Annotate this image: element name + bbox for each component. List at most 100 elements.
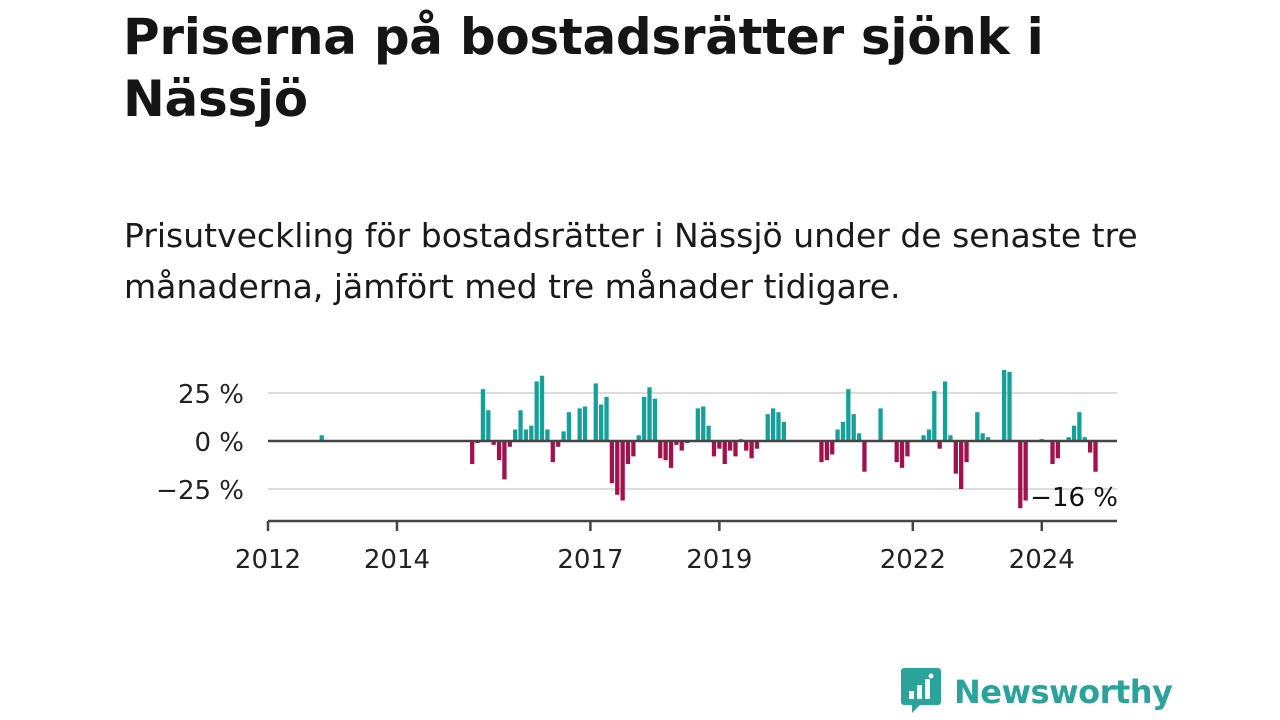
bar <box>566 412 572 441</box>
bar <box>840 421 846 441</box>
bar <box>647 387 652 441</box>
bar <box>856 433 862 441</box>
bar <box>620 441 625 501</box>
bar <box>609 441 615 484</box>
bar <box>523 429 529 441</box>
bar <box>658 441 663 459</box>
x-tick-label: 2024 <box>1009 545 1075 575</box>
bar <box>926 429 932 441</box>
bar <box>770 408 776 441</box>
bar <box>819 441 824 463</box>
bar <box>706 425 711 441</box>
newsworthy-brand[interactable]: Newsworthy <box>900 666 1173 718</box>
y-tick-label: −25 % <box>156 476 244 506</box>
bar <box>507 441 512 447</box>
bar <box>1007 371 1012 441</box>
bar <box>663 441 668 461</box>
bar <box>502 441 507 480</box>
bar <box>636 435 641 441</box>
bar <box>937 441 942 449</box>
x-axis: 2012 2014 2017 2019 2022 2024 <box>235 519 1117 575</box>
bar <box>851 414 856 441</box>
bar <box>470 441 475 465</box>
bar <box>1066 437 1071 441</box>
bar <box>959 441 964 489</box>
x-tick-label: 2022 <box>880 545 946 575</box>
bar <box>932 391 937 441</box>
bar <box>577 408 582 441</box>
bar <box>631 441 636 457</box>
bar <box>480 389 486 441</box>
bar <box>491 441 496 445</box>
y-tick-label: 25 % <box>178 380 244 410</box>
x-tick-label: 2019 <box>686 545 752 575</box>
bar <box>652 398 658 441</box>
bar <box>701 406 706 441</box>
bar <box>561 431 566 441</box>
bar <box>964 441 969 463</box>
bar <box>1055 441 1061 459</box>
bar <box>599 404 604 441</box>
bar <box>674 441 679 445</box>
bar <box>824 441 829 461</box>
bar <box>641 396 647 441</box>
y-tick-label: 0 % <box>194 428 244 458</box>
bar <box>679 441 684 451</box>
data-labels: −16 % <box>1030 483 1118 513</box>
bar <box>1082 437 1087 441</box>
bar <box>1002 369 1007 441</box>
bar <box>830 441 835 455</box>
bar <box>534 381 539 441</box>
bar <box>905 441 910 457</box>
bar <box>615 441 620 495</box>
newsworthy-logo-icon <box>900 666 942 718</box>
bar <box>921 435 926 441</box>
bar <box>319 435 324 441</box>
bar <box>1018 441 1023 509</box>
bar <box>711 441 717 457</box>
bar <box>1050 441 1055 465</box>
bar <box>1077 412 1082 441</box>
bar <box>835 429 840 441</box>
bar <box>539 375 545 441</box>
bar <box>668 441 674 468</box>
bar <box>625 441 631 465</box>
bar <box>1071 425 1077 441</box>
bars <box>319 369 1098 509</box>
bar <box>942 381 948 441</box>
bar <box>593 383 598 441</box>
bar <box>948 435 953 441</box>
bar <box>894 441 899 463</box>
bar <box>717 441 722 449</box>
bar <box>985 437 991 441</box>
bar <box>518 410 523 441</box>
bar <box>744 441 749 451</box>
last-value-label: −16 % <box>1030 483 1118 513</box>
bar <box>545 429 550 441</box>
bar <box>899 441 905 468</box>
bar <box>582 406 588 441</box>
bar <box>496 441 502 461</box>
bar <box>695 408 701 441</box>
bar <box>727 441 733 451</box>
y-axis-tick-labels: 25 % 0 % −25 % <box>156 380 244 506</box>
bar <box>556 441 561 447</box>
bar <box>754 441 760 449</box>
bar <box>980 433 985 441</box>
x-tick-label: 2017 <box>557 545 623 575</box>
bar <box>1093 441 1098 472</box>
bar <box>486 410 491 441</box>
bar <box>862 441 867 472</box>
bar <box>765 414 770 441</box>
bar <box>878 408 883 441</box>
bar <box>1023 441 1028 501</box>
bar <box>1087 441 1093 453</box>
brand-name: Newsworthy <box>954 673 1173 711</box>
chart-subtitle: Prisutveckling för bostadsrätter i Nässj… <box>124 216 1138 306</box>
bar <box>776 412 781 441</box>
bar <box>781 421 786 441</box>
bar <box>975 412 980 441</box>
bar <box>604 396 609 441</box>
x-tick-label: 2012 <box>235 545 301 575</box>
bar-chart: 25 % 0 % −25 % 2012 2014 2017 2019 2022 2024 −1… <box>156 369 1118 575</box>
